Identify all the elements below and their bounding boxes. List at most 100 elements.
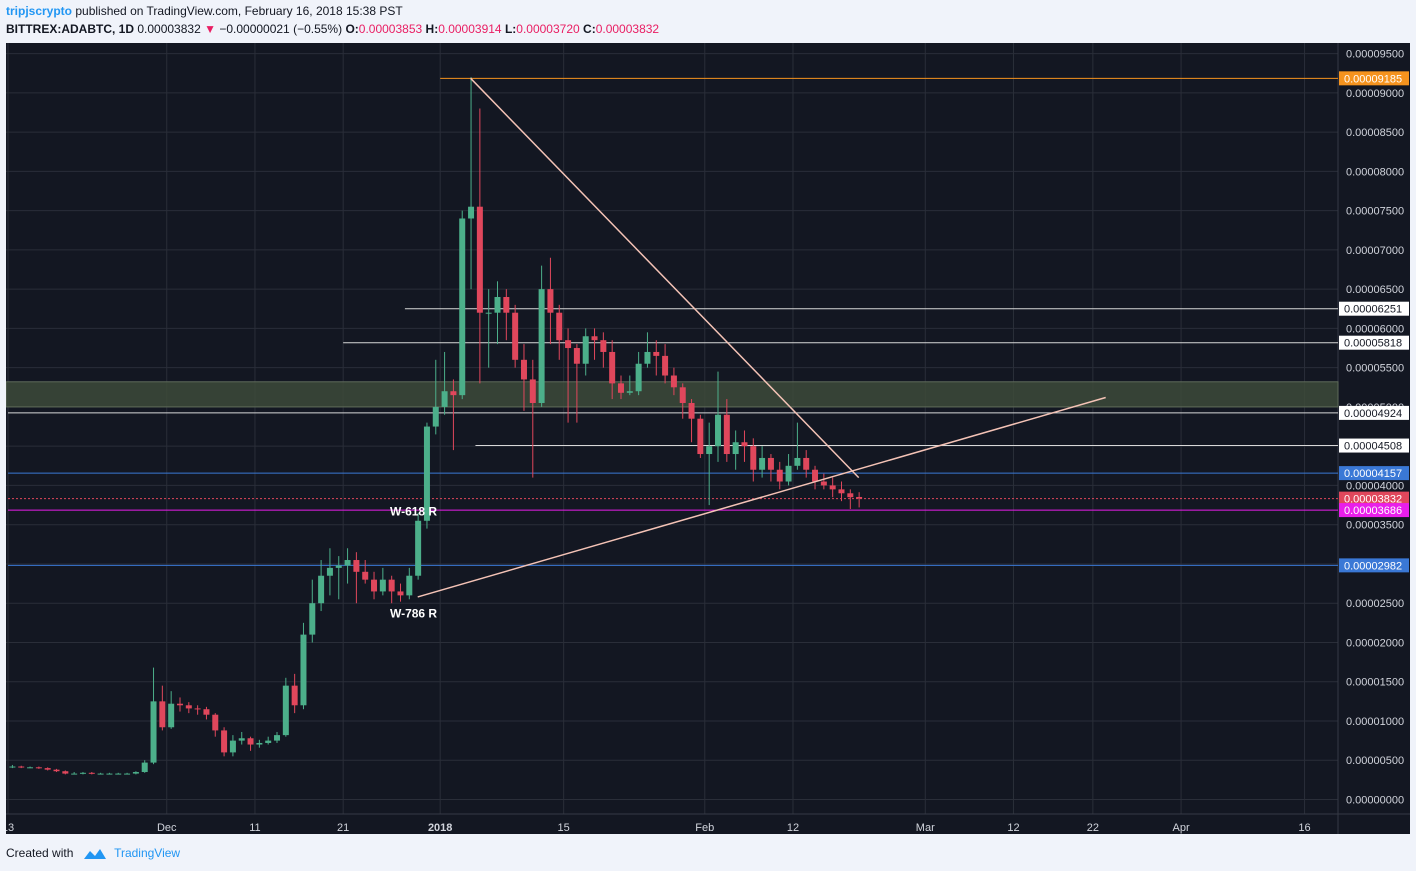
candle-body <box>767 457 774 470</box>
candle-body <box>362 571 369 580</box>
candle <box>609 340 616 400</box>
candle-body <box>141 762 148 773</box>
candle <box>71 772 78 775</box>
candle-body <box>176 703 183 706</box>
x-tick-label: 11 <box>249 822 260 834</box>
candle-body <box>309 603 316 635</box>
candle-body <box>565 340 572 349</box>
candle <box>529 359 536 478</box>
candle-body <box>300 634 307 706</box>
candle-body <box>468 206 475 219</box>
candle-body <box>812 469 819 482</box>
candle <box>35 766 42 769</box>
candle-body <box>423 426 430 521</box>
candle-body <box>247 738 254 745</box>
candle <box>185 702 192 714</box>
candle-body <box>670 375 677 388</box>
y-tick-label: 0.00005500 <box>1346 363 1404 375</box>
publish-info: published on TradingView.com, February 1… <box>75 4 403 18</box>
candle-body <box>547 289 554 313</box>
candle-body <box>371 579 378 592</box>
price-chart[interactable]: 0.00009500 0.00009000 0.00008500 0.00008000… <box>2 43 1410 834</box>
candle-body <box>582 336 589 364</box>
price-label-blue2: 0.00002982 <box>1344 560 1402 572</box>
candle-body <box>803 457 810 470</box>
candle-body <box>529 379 536 403</box>
candle <box>697 414 704 458</box>
candle-body <box>53 769 60 772</box>
candle-body <box>344 560 351 566</box>
price-label-bg-fib <box>1339 503 1409 518</box>
candle <box>79 772 86 775</box>
candle-body <box>18 766 25 768</box>
candle <box>159 685 166 731</box>
candle-body <box>679 387 686 403</box>
high-label: H: <box>425 22 439 36</box>
candle <box>176 697 183 712</box>
candle <box>97 772 104 775</box>
candle-body <box>723 414 730 455</box>
candle <box>688 399 695 443</box>
candle <box>706 422 713 506</box>
candle <box>62 770 69 775</box>
candle <box>459 210 466 400</box>
candle <box>124 772 131 775</box>
candle-body <box>35 767 42 769</box>
candle-body <box>715 414 722 447</box>
candle-body <box>115 773 122 775</box>
annotation-label: W-786 R <box>390 606 437 620</box>
candle-body <box>485 312 492 314</box>
candle-body <box>591 336 598 341</box>
candle-body <box>476 206 483 313</box>
candle-body <box>626 391 633 393</box>
candle <box>115 772 122 775</box>
y-tick-label: 0.00000500 <box>1346 755 1404 767</box>
candle <box>256 739 263 748</box>
candle <box>494 281 501 345</box>
candle-body <box>159 701 166 728</box>
candle <box>53 768 60 773</box>
price-label-sup2: 0.00004508 <box>1344 441 1402 453</box>
candle <box>371 571 378 600</box>
candle-body <box>326 567 333 576</box>
y-tick-label: 0.00003500 <box>1346 520 1404 532</box>
candle <box>829 477 836 498</box>
candle <box>318 560 325 612</box>
candle-body <box>750 446 757 470</box>
y-tick-label: 0.00004000 <box>1346 480 1404 492</box>
close-value: 0.00003832 <box>595 22 660 36</box>
candle <box>600 332 607 368</box>
candle <box>168 691 175 729</box>
candle-body <box>79 772 86 774</box>
candle <box>335 556 342 600</box>
candle-body <box>847 493 854 498</box>
candle-body <box>238 738 245 741</box>
author-link[interactable]: tripjscrypto <box>6 4 73 18</box>
y-tick-label: 0.00000000 <box>1346 795 1404 807</box>
chart-panel[interactable]: 0.00009500 0.00009000 0.00008500 0.00008000… <box>2 43 1410 834</box>
tradingview-link[interactable]: TradingView <box>114 846 181 860</box>
candle-body <box>617 383 624 393</box>
candle <box>644 332 651 368</box>
candle-body <box>776 469 783 482</box>
down-arrow-icon: ▼ <box>204 22 216 36</box>
candle <box>785 454 792 486</box>
chart-background <box>6 43 1410 834</box>
symbol-ohlc-line: BITTREX:ADABTC, 1D 0.00003832 ▼ −0.00000… <box>6 22 659 36</box>
candle-body <box>185 705 192 709</box>
up-trendline <box>417 396 1106 598</box>
down-trendline <box>470 77 860 479</box>
candle <box>803 450 810 478</box>
candle <box>503 289 510 341</box>
symbol-name: BITTREX:ADABTC, 1D <box>6 22 134 36</box>
price-label-bg-blue1 <box>1339 466 1409 481</box>
candle <box>132 771 139 775</box>
candle-body <box>820 481 827 486</box>
candle <box>247 736 254 751</box>
candle <box>106 772 113 775</box>
candle <box>141 760 148 773</box>
candle-body <box>450 391 457 396</box>
y-tick-label: 0.00006500 <box>1346 284 1404 296</box>
candle <box>388 575 395 604</box>
candle <box>520 344 527 411</box>
